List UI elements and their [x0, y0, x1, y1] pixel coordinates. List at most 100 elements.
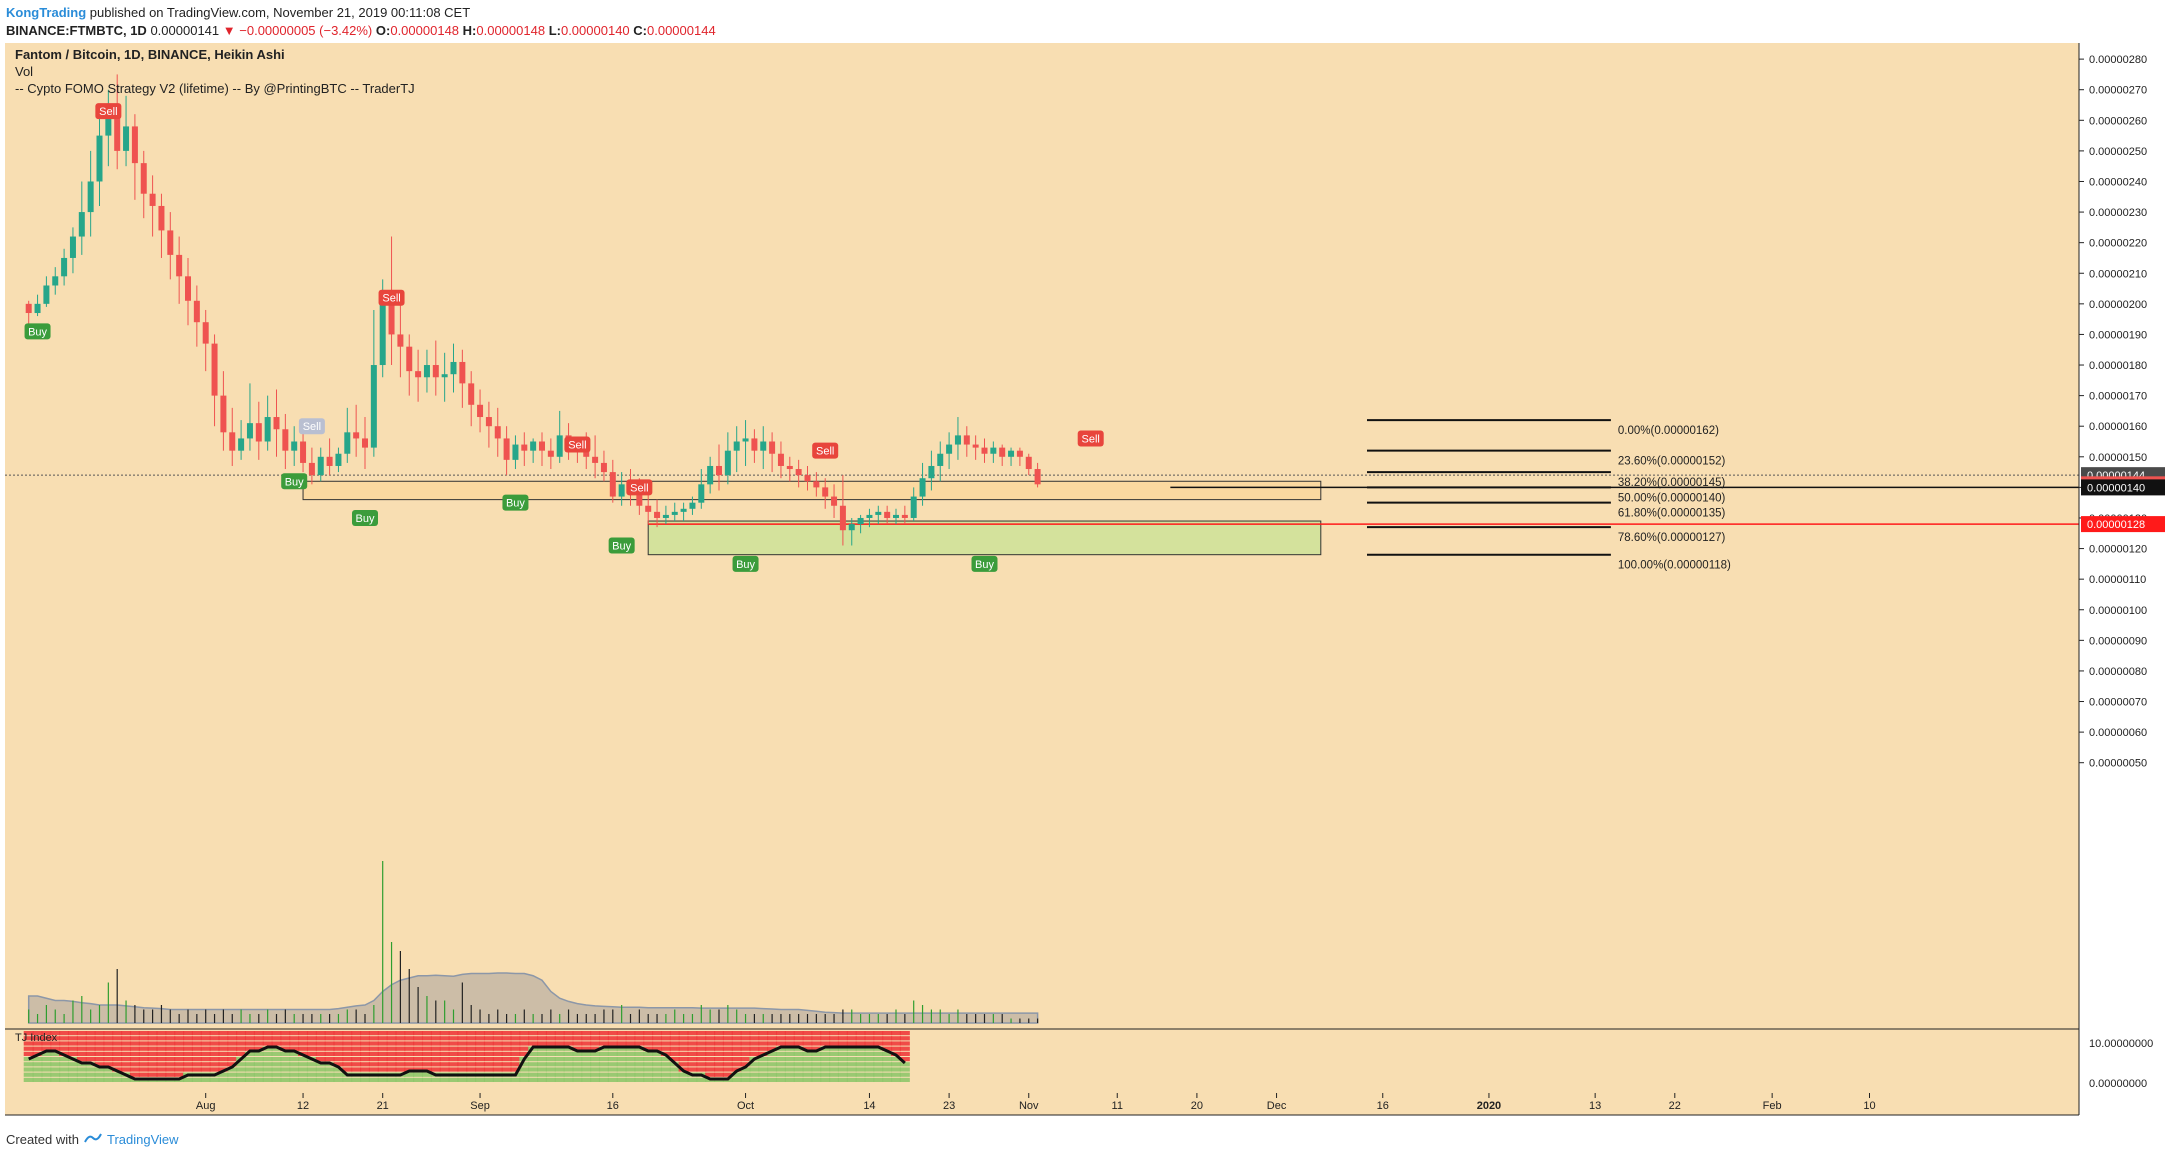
tj-cell	[218, 1062, 229, 1067]
tj-cell	[643, 1041, 654, 1046]
tj-cell	[289, 1062, 300, 1067]
tj-cell	[873, 1057, 884, 1062]
tj-cell	[837, 1062, 848, 1067]
tj-cell	[607, 1057, 618, 1062]
price-chart[interactable]: Sell Buy Buy Sell Buy Sell Buy Sell Buy Sell Buy Se…	[5, 43, 2167, 1128]
tj-cell	[545, 1046, 556, 1051]
tj-cell	[41, 1077, 52, 1082]
price-marker-label: 0.00000128	[2087, 519, 2145, 531]
tj-cell	[23, 1062, 34, 1067]
chart-container[interactable]: Sell Buy Buy Sell Buy Sell Buy Sell Buy Sell Buy Se…	[5, 43, 2167, 1128]
tj-cell	[448, 1062, 459, 1067]
tj-cell	[200, 1041, 211, 1046]
tj-cell	[209, 1046, 220, 1051]
tj-cell	[519, 1036, 530, 1041]
tj-cell	[643, 1067, 654, 1072]
candle-body	[423, 365, 430, 378]
author-name[interactable]: KongTrading	[6, 5, 87, 20]
tj-cell	[94, 1057, 105, 1062]
tj-cell	[129, 1031, 140, 1036]
tj-cell	[23, 1051, 34, 1056]
tj-cell	[537, 1072, 547, 1077]
tj-cell	[492, 1067, 503, 1072]
tj-cell	[342, 1077, 353, 1082]
tj-cell	[23, 1046, 34, 1051]
tj-cell	[236, 1051, 247, 1056]
tj-cell	[537, 1046, 547, 1051]
tj-cell	[174, 1046, 185, 1051]
candle-body	[370, 365, 377, 448]
candle-body	[335, 453, 342, 466]
tj-cell	[846, 1051, 857, 1056]
buy-signal-badge	[732, 555, 759, 572]
tj-cell	[315, 1077, 326, 1082]
tj-cell	[32, 1072, 43, 1077]
candle-body	[954, 435, 961, 445]
buy-signal-label: Buy	[506, 498, 525, 510]
tj-cell	[209, 1062, 220, 1067]
candle-body	[158, 205, 165, 231]
tj-cell	[802, 1077, 813, 1082]
sell-signal-label: Sell	[816, 446, 834, 458]
tj-cell	[209, 1041, 220, 1046]
tj-cell	[439, 1036, 450, 1041]
tradingview-brand[interactable]: TradingView	[106, 1132, 179, 1147]
tj-cell	[891, 1072, 901, 1077]
candle-body	[600, 462, 607, 473]
tj-cell	[864, 1051, 875, 1056]
tj-cell	[413, 1036, 424, 1041]
tj-cell	[758, 1031, 769, 1036]
tj-cell	[271, 1062, 282, 1067]
tj-cell	[209, 1057, 220, 1062]
tj-cell	[855, 1072, 866, 1077]
tj-cell	[94, 1062, 105, 1067]
tj-cell	[368, 1046, 379, 1051]
tj-cell	[209, 1036, 220, 1041]
tj-cell	[572, 1072, 583, 1077]
tj-cell	[802, 1046, 813, 1051]
tj-cell	[749, 1077, 760, 1082]
tj-cell	[705, 1041, 716, 1046]
tj-cell	[563, 1067, 574, 1072]
sell-signal-badge	[95, 103, 122, 120]
candle-body	[884, 511, 891, 518]
tj-cell	[802, 1036, 813, 1041]
tj-cell	[227, 1046, 238, 1051]
tj-cell	[899, 1046, 910, 1051]
tj-cell	[775, 1031, 786, 1036]
tj-cell	[598, 1057, 609, 1062]
candle-body	[848, 524, 855, 531]
tj-cell	[165, 1031, 176, 1036]
tj-cell	[324, 1057, 335, 1062]
candle-body	[539, 441, 545, 451]
high-value: 0.00000148	[476, 23, 546, 38]
tj-cell	[138, 1057, 149, 1062]
time-tick-label: 23	[943, 1100, 955, 1112]
buy-signal-badge	[608, 537, 635, 554]
price-tick-label: 0.00000150	[2089, 452, 2147, 464]
candle-body	[680, 508, 687, 512]
tj-cell	[537, 1057, 547, 1062]
tj-cell	[722, 1051, 733, 1056]
tj-cell	[289, 1067, 300, 1072]
tj-cell	[563, 1057, 574, 1062]
tj-cell	[722, 1041, 733, 1046]
tj-cell	[351, 1051, 362, 1056]
tj-cell	[112, 1041, 123, 1046]
tj-cell	[351, 1041, 362, 1046]
tj-cell	[386, 1036, 397, 1041]
candle-body	[185, 276, 191, 301]
tj-cell	[572, 1057, 583, 1062]
tj-cell	[50, 1057, 61, 1062]
tj-cell	[492, 1051, 503, 1056]
tj-cell	[430, 1062, 441, 1067]
low-label: L:	[548, 23, 561, 38]
time-tick-label: Oct	[737, 1100, 754, 1112]
tj-cell	[280, 1041, 291, 1046]
tj-cell	[731, 1036, 742, 1041]
tj-cell	[271, 1072, 282, 1077]
tj-cell	[174, 1072, 185, 1077]
tj-cell	[678, 1031, 689, 1036]
candle-body	[459, 361, 466, 384]
tj-cell	[749, 1051, 760, 1056]
